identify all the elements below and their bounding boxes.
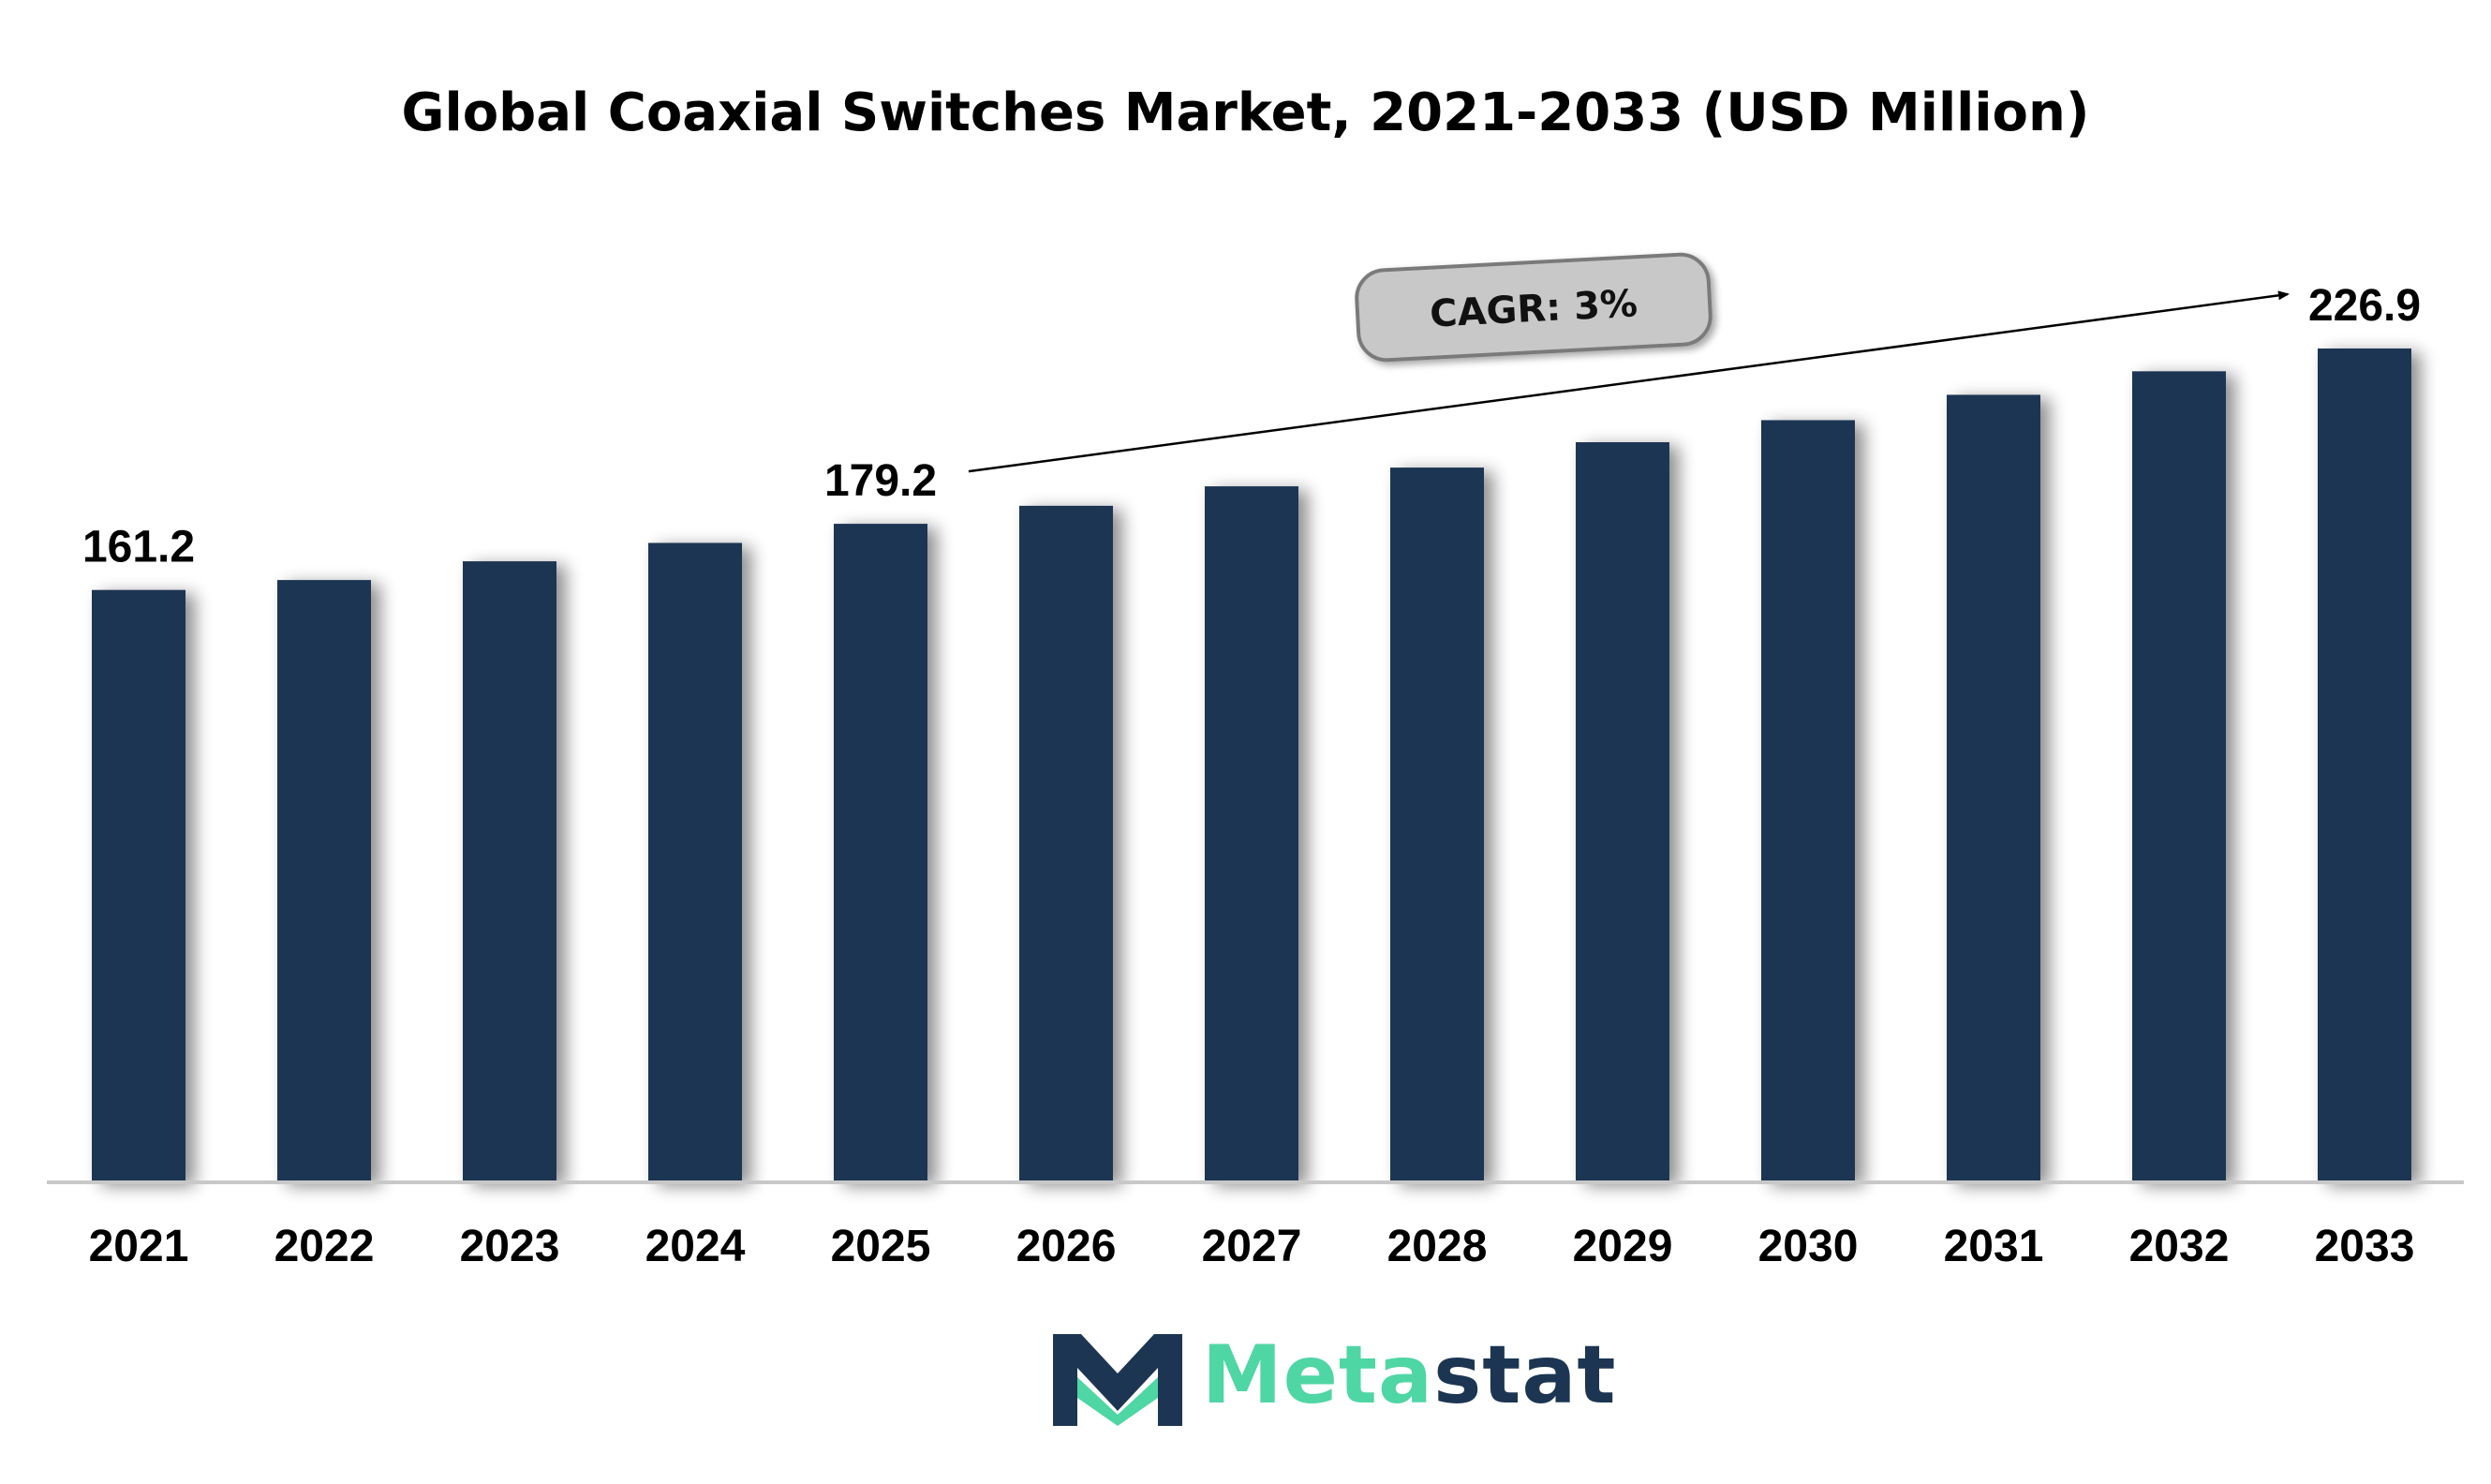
x-tick-2021: 2021	[89, 1222, 189, 1271]
bar-2029	[1576, 442, 1669, 1182]
metastat-logo: Metastat	[1047, 1321, 1616, 1432]
bar-2024	[648, 542, 742, 1182]
metastat-wordmark: Metastat	[1202, 1328, 1617, 1422]
x-tick-2024: 2024	[645, 1222, 746, 1271]
cagr-annotation: CAGR: 3%	[968, 252, 2290, 473]
metastat-m-icon	[1053, 1334, 1182, 1426]
bar-2032	[2132, 371, 2226, 1182]
bar-2033	[2318, 349, 2411, 1182]
x-tick-2028: 2028	[1387, 1222, 1488, 1271]
cagr-arrow	[968, 290, 2290, 473]
x-tick-2033: 2033	[2315, 1222, 2415, 1271]
bar-2021	[92, 589, 185, 1182]
logo-stat: stat	[1433, 1328, 1617, 1422]
bar-2026	[1019, 505, 1113, 1182]
bar-2030	[1761, 420, 1855, 1182]
bar-2031	[1947, 394, 2040, 1183]
bar-2028	[1390, 467, 1484, 1183]
x-tick-2022: 2022	[274, 1222, 375, 1271]
data-label-2021: 161.2	[82, 523, 195, 572]
cagr-pill	[1355, 252, 1713, 363]
bar-2025	[834, 524, 927, 1182]
x-tick-2023: 2023	[460, 1222, 560, 1271]
x-tick-2031: 2031	[1944, 1222, 2044, 1271]
x-tick-2032: 2032	[2129, 1222, 2230, 1271]
bar-2023	[463, 561, 556, 1182]
x-tick-2025: 2025	[831, 1222, 931, 1271]
bars-layer	[92, 349, 2411, 1183]
data-labels: 161.2 179.2 226.9	[82, 281, 2421, 572]
x-tick-2030: 2030	[1758, 1222, 1859, 1271]
chart-title: Global Coaxial Switches Market, 2021-203…	[401, 82, 2090, 143]
logo-meta: Meta	[1202, 1328, 1434, 1422]
bar-2027	[1205, 486, 1298, 1182]
data-label-2033: 226.9	[2308, 281, 2421, 331]
x-tick-2026: 2026	[1016, 1222, 1117, 1271]
x-tick-2027: 2027	[1202, 1222, 1302, 1271]
x-tick-labels: 2021 2022 2023 2024 2025 2026 2027 2028 2029 2030…	[89, 1222, 2415, 1271]
data-label-2025: 179.2	[824, 456, 937, 506]
bar-2022	[277, 580, 371, 1182]
x-tick-2029: 2029	[1573, 1222, 1673, 1271]
